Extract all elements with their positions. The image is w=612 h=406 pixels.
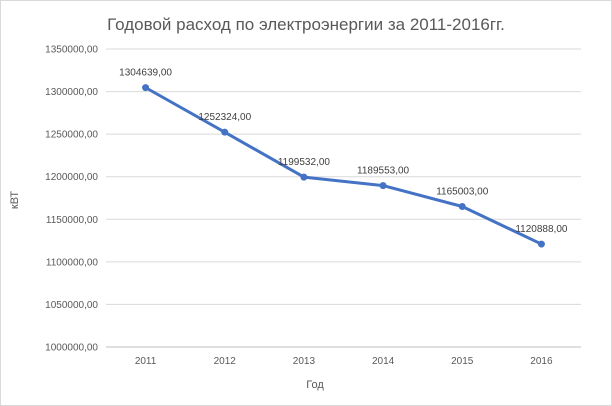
gridlines <box>106 48 581 305</box>
data-label: 1120888,00 <box>515 224 568 235</box>
x-tick-label: 2015 <box>451 356 474 367</box>
x-tick-label: 2014 <box>372 356 395 367</box>
x-axis-ticks: 2011 2012 2013 2014 2015 2016 <box>135 356 553 367</box>
data-label: 1304639,00 <box>119 68 172 79</box>
x-tick-label: 2016 <box>530 356 553 367</box>
chart-title: Годовой расход по электроэнергии за 2011… <box>107 15 505 34</box>
x-tick-label: 2012 <box>214 356 237 367</box>
x-tick-label: 2011 <box>135 356 157 367</box>
y-axis-ticks: 1000000,00 1050000,00 1100000,00 1150000,00… <box>45 45 98 354</box>
data-point <box>142 84 150 92</box>
y-tick-label: 1050000,00 <box>45 300 98 311</box>
data-label: 1189553,00 <box>357 166 410 177</box>
data-point <box>300 173 308 181</box>
y-tick-label: 1000000,00 <box>45 343 98 354</box>
data-labels: 1304639,00 1252324,00 1199532,00 1189553,00… <box>119 68 568 235</box>
x-axis-title: Год <box>306 379 324 391</box>
series-layer <box>142 84 545 248</box>
data-label: 1165003,00 <box>436 187 489 198</box>
x-tick-label: 2013 <box>293 356 316 367</box>
data-point <box>458 203 466 211</box>
data-point <box>379 182 387 190</box>
y-tick-label: 1350000,00 <box>45 45 98 56</box>
y-tick-label: 1100000,00 <box>46 257 99 268</box>
y-tick-label: 1200000,00 <box>45 172 98 183</box>
data-point <box>537 240 545 248</box>
data-point <box>221 128 229 136</box>
series-line <box>144 86 543 246</box>
y-tick-label: 1250000,00 <box>45 130 98 141</box>
y-axis-title: кВТ <box>9 191 21 209</box>
data-label: 1199532,00 <box>278 157 331 168</box>
data-label: 1252324,00 <box>198 112 251 123</box>
y-tick-label: 1300000,00 <box>45 87 98 98</box>
y-tick-label: 1150000,00 <box>46 215 99 226</box>
